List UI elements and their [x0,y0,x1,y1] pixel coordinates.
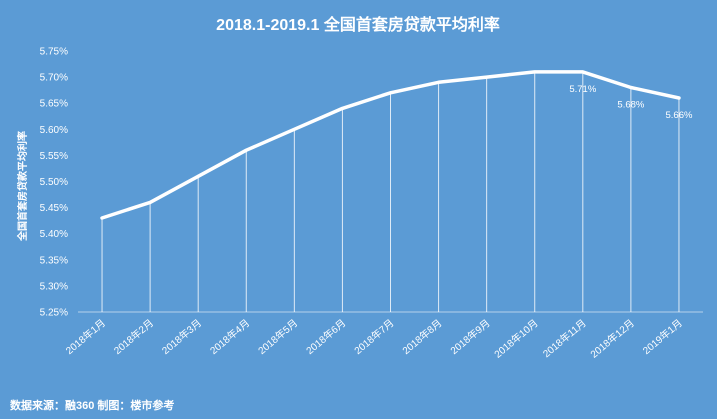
x-axis-ticks: 2018年1月 2018年2月 2018年3月 2018年4月 2018年5月 2018年… [63,316,685,360]
x-tick-label: 2018年9月 [448,316,493,357]
y-tick-label: 5.60% [40,125,68,136]
data-label: 5.68% [617,100,644,111]
y-axis-ticks: 5.25% 5.30% 5.35% 5.40% 5.45% 5.50% 5.55% 5.60%… [40,47,68,319]
source-note: 数据来源：融360 制图：楼市参考 [10,398,174,412]
y-tick-label: 5.40% [40,229,68,240]
y-axis-label: 全国首套房贷款平均利率 [16,131,29,242]
x-tick-label: 2018年12月 [588,316,637,360]
y-tick-label: 5.55% [40,151,68,162]
x-tick-label: 2018年1月 [63,316,108,357]
x-tick-label: 2018年2月 [111,316,156,357]
series-lines [100,70,681,220]
y-tick-label: 5.75% [40,47,68,58]
y-tick-label: 5.30% [40,281,68,292]
x-tick-label: 2018年6月 [303,316,348,357]
x-tick-label: 2018年4月 [207,316,252,357]
x-tick-label: 2018年10月 [491,316,540,360]
x-tick-label: 2018年11月 [540,316,589,360]
x-tick-label: 2018年5月 [255,316,300,357]
data-label: 5.71% [569,84,596,95]
y-tick-label: 5.45% [40,203,68,214]
y-tick-label: 5.50% [40,177,68,188]
x-tick-label: 2019年1月 [640,316,685,357]
y-tick-label: 5.35% [40,255,68,266]
data-label: 5.66% [665,110,692,121]
x-tick-label: 2018年3月 [159,316,204,357]
drop-lines [101,71,680,312]
data-labels: 5.71% 5.68% 5.66% [569,84,693,121]
x-tick-label: 2018年8月 [400,316,445,357]
y-tick-label: 5.70% [40,73,68,84]
y-tick-label: 5.65% [40,99,68,110]
y-tick-label: 5.25% [40,308,68,319]
x-tick-label: 2018年7月 [351,316,396,357]
chart-title: 2018.1-2019.1 全国首套房贷款平均利率 [216,15,500,34]
series-line [100,70,681,220]
